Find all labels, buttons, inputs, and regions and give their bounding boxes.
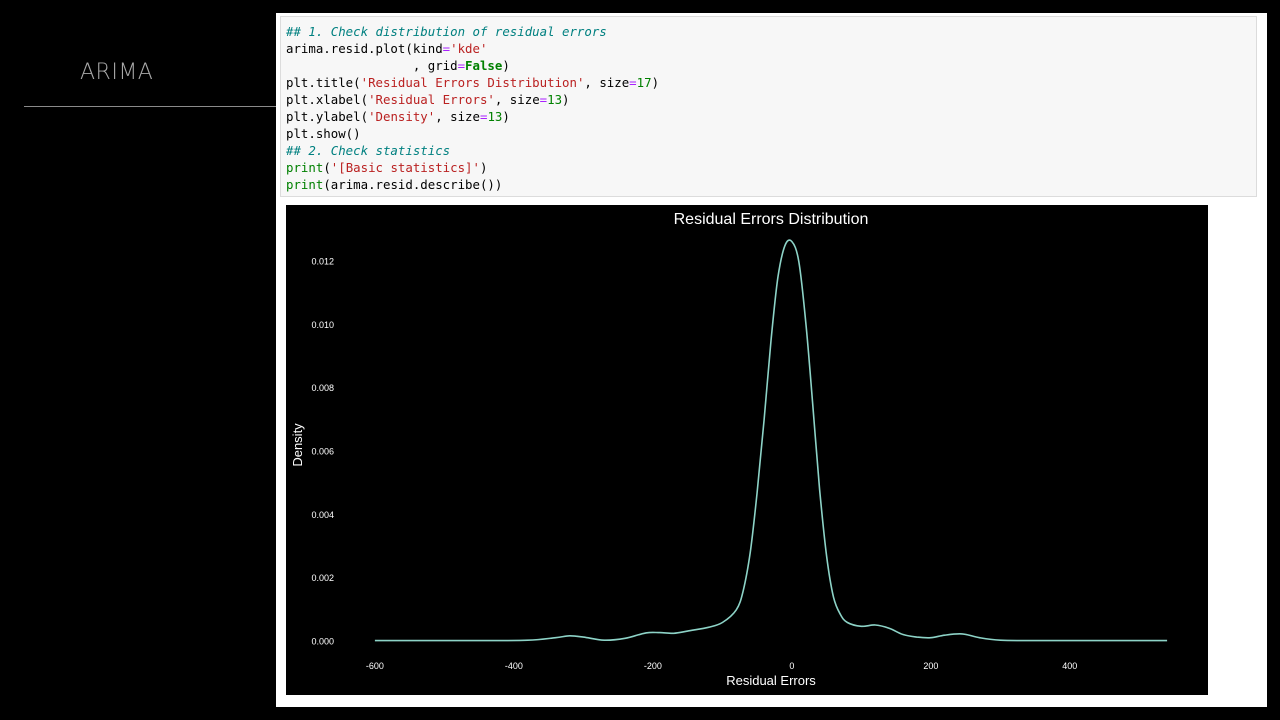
kde-density-line: [374, 239, 1168, 642]
code-token: plt.show(): [286, 126, 361, 141]
code-line: , grid=False): [286, 57, 1251, 74]
code-token: ): [651, 75, 660, 90]
x-tick-label: -600: [366, 661, 384, 671]
code-token: ): [502, 109, 510, 124]
y-tick-label: 0.004: [311, 510, 334, 520]
code-token: 13: [487, 109, 503, 124]
code-token: ): [562, 92, 570, 107]
code-line: print('[Basic statistics]'): [286, 159, 1251, 176]
code-token: '[Basic statistics]': [330, 160, 480, 175]
code-token: (arima.resid.describe()): [323, 177, 503, 192]
chart-background: [286, 205, 1208, 695]
code-token: , grid: [286, 58, 458, 73]
code-line: plt.ylabel('Density', size=13): [286, 108, 1251, 125]
y-tick-label: 0.006: [311, 447, 334, 457]
code-line: ## 1. Check distribution of residual err…: [286, 23, 1251, 40]
x-tick-label: -200: [644, 661, 662, 671]
code-token: ## 1. Check distribution of residual err…: [286, 24, 607, 39]
code-token: ): [502, 58, 510, 73]
code-token: plt.xlabel(: [286, 92, 369, 107]
code-token: 'Density': [368, 109, 436, 124]
x-tick-label: 400: [1062, 661, 1077, 671]
code-token: ): [479, 160, 488, 175]
code-token: (: [323, 160, 331, 175]
code-token: , size: [494, 92, 540, 107]
chart-title: Residual Errors Distribution: [674, 211, 869, 228]
code-line: plt.show(): [286, 125, 1251, 142]
code-token: print: [286, 160, 324, 175]
code-token: plt.title(: [286, 75, 361, 90]
code-token: 'Residual Errors': [368, 92, 495, 107]
code-token: =: [629, 75, 637, 90]
y-tick-label: 0.002: [311, 573, 334, 583]
y-tick-label: 0.010: [311, 320, 334, 330]
code-token: =: [479, 109, 488, 124]
code-token: plt.ylabel(: [286, 109, 369, 124]
code-token: 17: [636, 75, 652, 90]
y-axis-label: Density: [290, 423, 305, 467]
x-tick-label: 0: [789, 661, 794, 671]
code-token: =: [539, 92, 548, 107]
code-line: ## 2. Check statistics: [286, 142, 1251, 159]
code-token: , size: [584, 75, 630, 90]
code-line: plt.xlabel('Residual Errors', size=13): [286, 91, 1251, 108]
x-tick-label: 200: [923, 661, 938, 671]
code-token: =: [442, 41, 451, 56]
code-line: print(arima.resid.describe()): [286, 176, 1251, 193]
code-line: arima.resid.plot(kind='kde': [286, 40, 1251, 57]
y-tick-label: 0.008: [311, 383, 334, 393]
slide-title: ARIMA: [80, 60, 154, 85]
title-divider: [24, 106, 276, 107]
output-area: Residual Errors Distribution Residual Er…: [286, 205, 1208, 695]
code-cell[interactable]: ## 1. Check distribution of residual err…: [280, 16, 1257, 197]
kde-chart: Residual Errors Distribution Residual Er…: [286, 205, 1208, 695]
code-token: arima.resid.plot(kind: [286, 41, 443, 56]
x-tick-label: -400: [505, 661, 523, 671]
notebook-panel: ## 1. Check distribution of residual err…: [276, 13, 1267, 707]
code-token: ## 2. Check statistics: [286, 143, 451, 158]
x-tick-labels: -600 -400 -200 0 200 400: [366, 661, 1077, 671]
y-tick-label: 0.012: [311, 257, 334, 267]
code-token: 'Residual Errors Distribution': [360, 75, 585, 90]
code-token: print: [286, 177, 324, 192]
code-token: False: [465, 58, 503, 73]
x-axis-label: Residual Errors: [726, 673, 816, 688]
code-token: 'kde': [450, 41, 488, 56]
code-line: plt.title('Residual Errors Distribution'…: [286, 74, 1251, 91]
code-token: , size: [435, 109, 480, 124]
code-token: =: [457, 58, 466, 73]
y-tick-label: 0.000: [311, 637, 334, 647]
code-token: 13: [547, 92, 563, 107]
y-tick-labels: 0.000 0.002 0.004 0.006 0.008 0.010 0.012: [311, 257, 334, 647]
